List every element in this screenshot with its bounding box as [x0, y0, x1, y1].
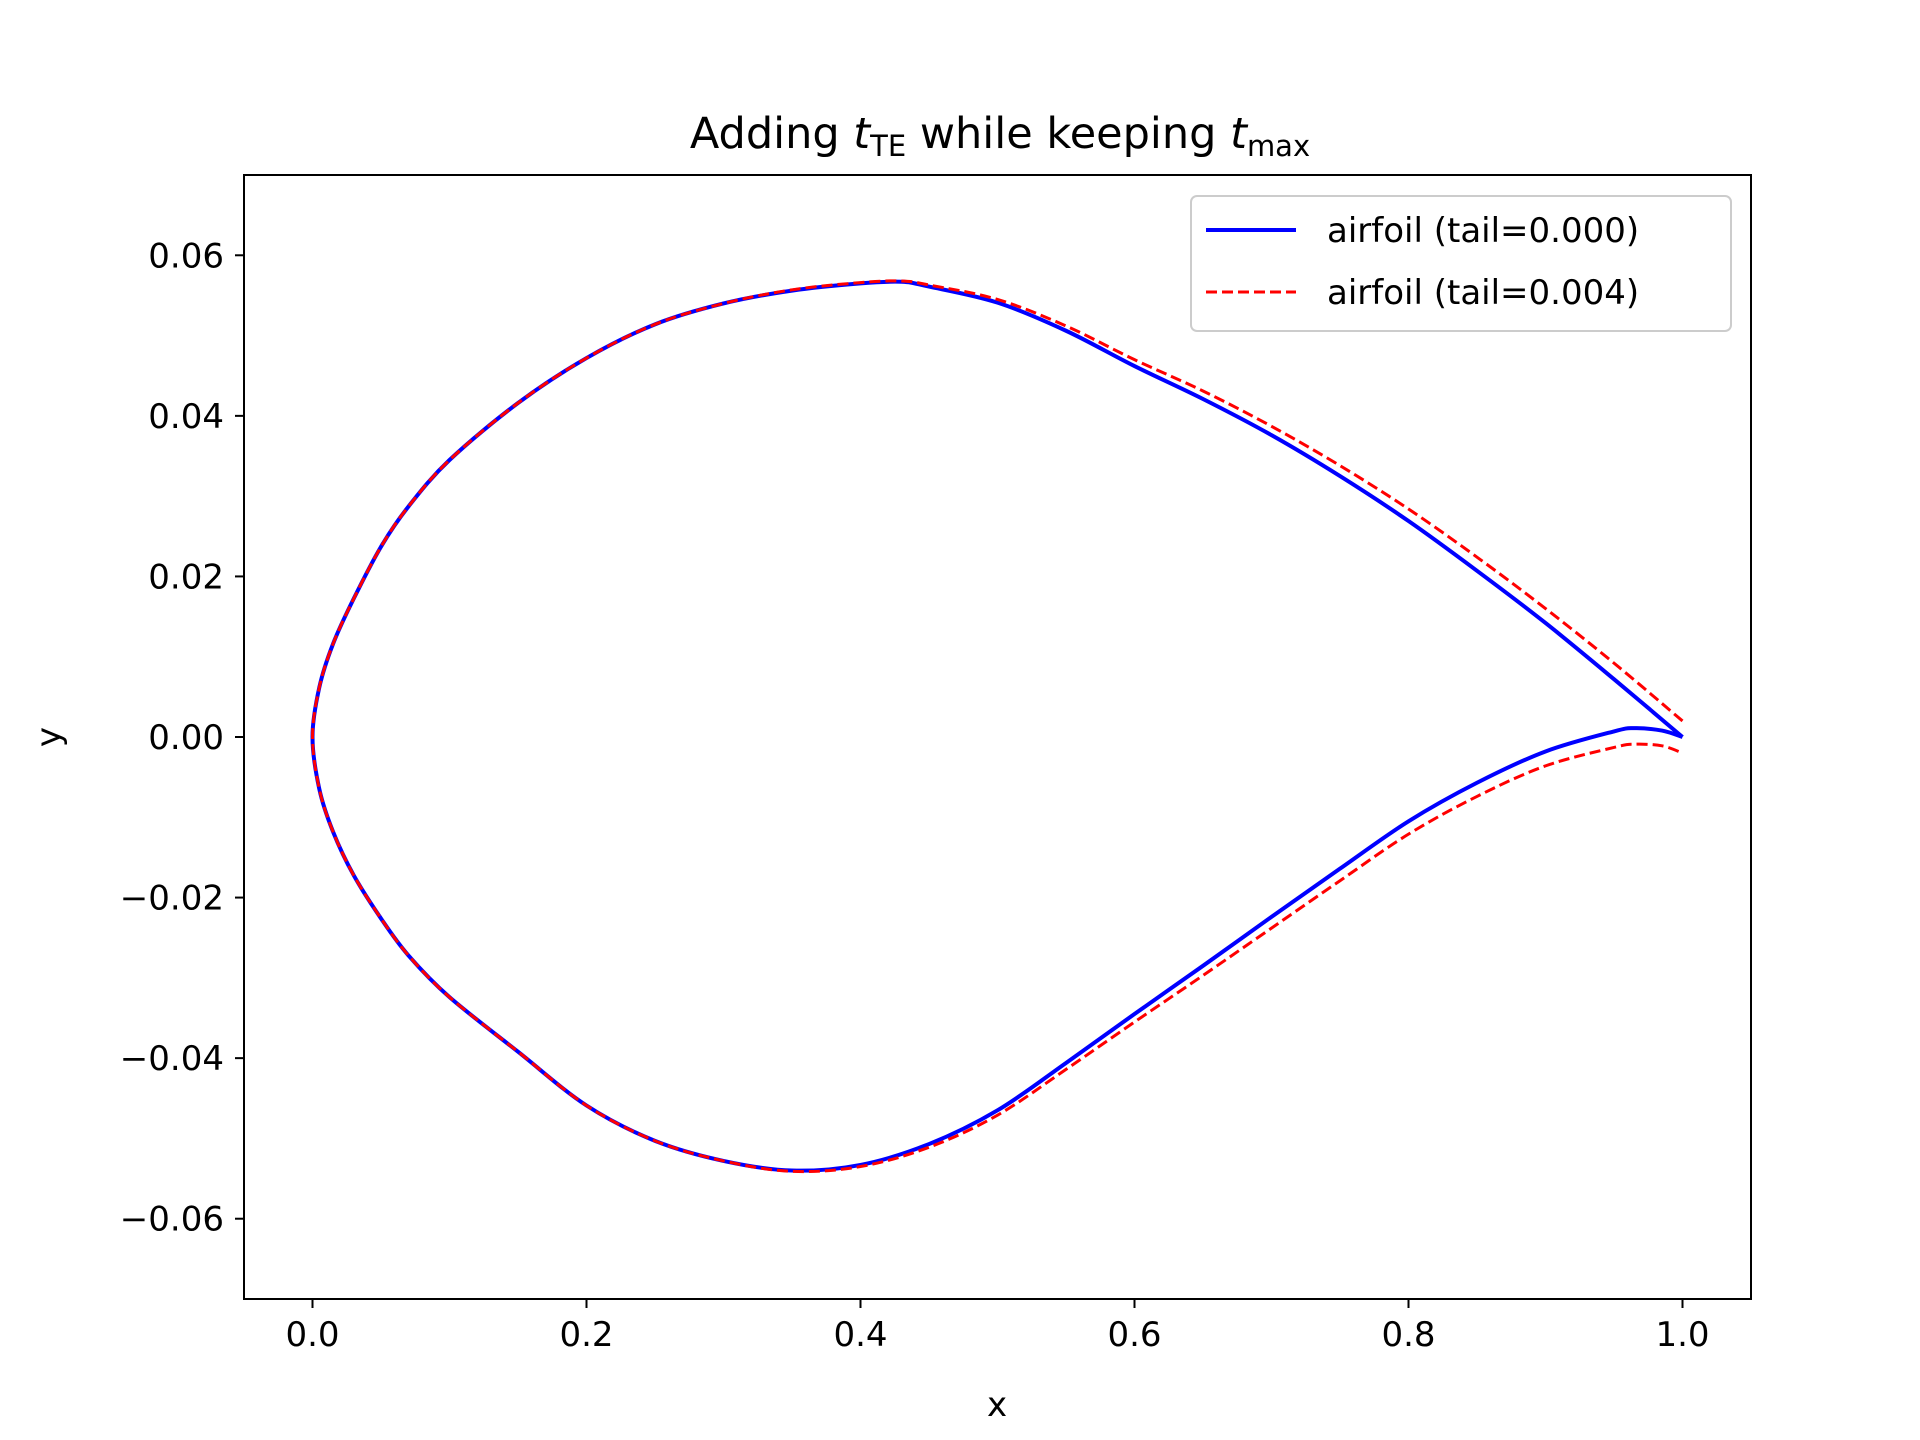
y-axis: −0.06 −0.04 −0.02 0.00 0.02 0.04 0.06 [120, 236, 244, 1240]
series-layer [310, 279, 1684, 1174]
x-tick-label: 1.0 [1655, 1315, 1709, 1355]
legend-label-series-1: airfoil (tail=0.000) [1327, 211, 1639, 251]
y-tick-label: 0.00 [148, 718, 224, 758]
y-tick-label: 0.04 [148, 397, 224, 437]
x-tick-label: 0.6 [1107, 1315, 1161, 1355]
y-axis-label: y [29, 727, 69, 747]
y-tick-label: −0.04 [120, 1039, 224, 1079]
x-tick-label: 0.4 [833, 1315, 887, 1355]
y-tick-label: −0.06 [120, 1200, 224, 1240]
y-tick-label: 0.06 [148, 236, 224, 276]
x-tick-label: 0.0 [285, 1315, 339, 1355]
x-axis-label: x [987, 1385, 1007, 1425]
chart-title: Adding tTE while keeping tmax [690, 109, 1310, 163]
x-axis: 0.0 0.2 0.4 0.6 0.8 1.0 [285, 1299, 1710, 1355]
x-tick-label: 0.2 [559, 1315, 613, 1355]
series-line-2 [311, 279, 1684, 1174]
legend-label-series-2: airfoil (tail=0.004) [1327, 273, 1639, 313]
y-tick-label: −0.02 [120, 879, 224, 919]
y-tick-label: 0.02 [148, 557, 224, 597]
x-tick-label: 0.8 [1381, 1315, 1435, 1355]
legend: airfoil (tail=0.000) airfoil (tail=0.004… [1190, 195, 1732, 332]
legend-box [1190, 195, 1732, 332]
